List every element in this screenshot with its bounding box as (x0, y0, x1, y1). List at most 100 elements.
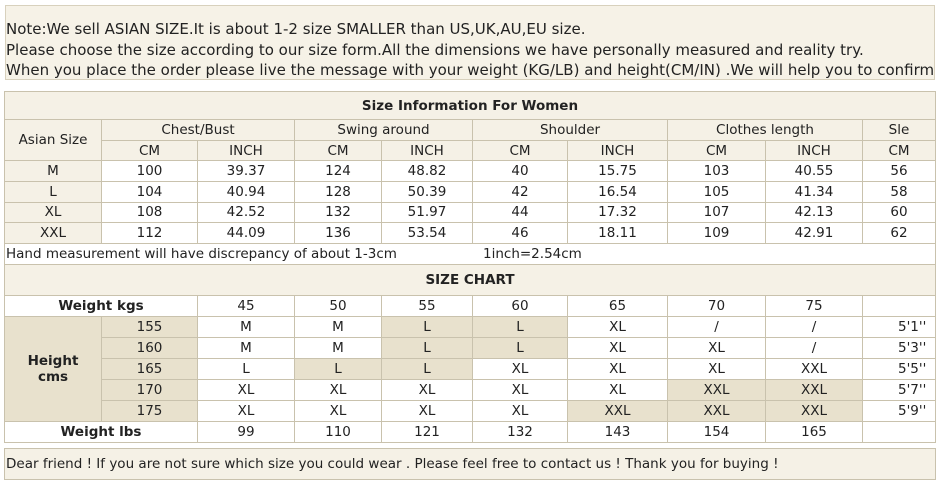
cell: 46 (472, 222, 568, 244)
cell: 39.37 (197, 160, 295, 182)
cell: 60 (862, 201, 936, 224)
size-cell: XL (381, 379, 473, 401)
cell: 42.13 (765, 201, 863, 224)
size-cell: XL (567, 316, 668, 338)
footer: Dear friend ! If you are not sure which … (4, 448, 936, 480)
size-cell: L (197, 358, 295, 380)
cell: 103 (667, 160, 766, 182)
size-cell: M (294, 337, 382, 359)
cell: 53.54 (381, 222, 473, 244)
size-cell: XL (472, 379, 568, 401)
cell (862, 421, 936, 443)
cell: 100 (101, 160, 198, 182)
weight-cell: 60 (472, 295, 568, 317)
unit-cell: CM (101, 140, 198, 161)
size-cell: L (472, 316, 568, 338)
weight-cell: 132 (472, 421, 568, 443)
feet-cell: 5'1'' (862, 316, 936, 338)
weight-cell: 110 (294, 421, 382, 443)
cell: 105 (667, 180, 766, 203)
cell: 56 (862, 160, 936, 182)
weight-cell: 70 (667, 295, 766, 317)
size-cell: M (197, 316, 295, 338)
size-cell: XL (472, 358, 568, 380)
note-cell: Hand measurement will have discrepancy o… (4, 243, 936, 265)
unit-cell: INCH (381, 140, 473, 161)
cell: 16.54 (567, 180, 668, 203)
cell: 42.91 (765, 222, 863, 244)
weight-cell: 65 (567, 295, 668, 317)
label-line: Height (27, 353, 79, 369)
cell: 112 (101, 222, 198, 244)
header-cell: Clothes length (667, 119, 863, 141)
size-cell: L (381, 358, 473, 380)
cell: 58 (862, 180, 936, 203)
size-cell: XL (294, 379, 382, 401)
size-cell: / (765, 316, 863, 338)
unit-cell: CM (667, 140, 766, 161)
cell: 41.34 (765, 180, 863, 203)
cell (862, 295, 936, 317)
weight-cell: 75 (765, 295, 863, 317)
size-cell: XL (567, 358, 668, 380)
cell: 42.52 (197, 201, 295, 224)
row-label: Height cms (4, 316, 102, 422)
size-cell: XXL (667, 379, 766, 401)
unit-cell: INCH (197, 140, 295, 161)
weight-cell: 143 (567, 421, 668, 443)
feet-cell: 5'7'' (862, 379, 936, 401)
unit-cell: INCH (567, 140, 668, 161)
weight-cell: 45 (197, 295, 295, 317)
cell: XXL (4, 222, 102, 244)
header-cell: Shoulder (472, 119, 668, 141)
size-cell: XXL (765, 358, 863, 380)
size-cell: M (197, 337, 295, 359)
size-cell: XL (381, 400, 473, 422)
feet-cell: 5'9'' (862, 400, 936, 422)
weight-cell: 121 (381, 421, 473, 443)
unit-cell: CM (294, 140, 382, 161)
header-cell: Swing around (294, 119, 473, 141)
cell: 51.97 (381, 201, 473, 224)
label-line: cms (37, 369, 69, 385)
size-cell: / (667, 316, 766, 338)
row-label: Weight kgs (4, 295, 198, 317)
size-cell: XL (667, 337, 766, 359)
cell: XL (4, 201, 102, 224)
cell: 132 (294, 201, 382, 224)
header-cell: Chest/Bust (101, 119, 295, 141)
cell: 42 (472, 180, 568, 203)
cell: 40.55 (765, 160, 863, 182)
unit-cell: CM (472, 140, 568, 161)
feet-cell: 5'5'' (862, 358, 936, 380)
cell: 48.82 (381, 160, 473, 182)
cell: 104 (101, 180, 198, 203)
size-cell: XL (567, 379, 668, 401)
cell: 107 (667, 201, 766, 224)
size-cell: / (765, 337, 863, 359)
cell: 109 (667, 222, 766, 244)
feet-cell: 5'3'' (862, 337, 936, 359)
cell: 136 (294, 222, 382, 244)
height-cell: 155 (101, 316, 198, 338)
cell: 44.09 (197, 222, 295, 244)
size-cell: XXL (667, 400, 766, 422)
cell: 128 (294, 180, 382, 203)
row-label: Weight lbs (4, 421, 198, 443)
height-cell: 170 (101, 379, 198, 401)
weight-cell: 99 (197, 421, 295, 443)
cell: L (4, 180, 102, 203)
note-box: Note:We sell ASIAN SIZE.It is about 1-2 … (5, 5, 935, 80)
cell: 17.32 (567, 201, 668, 224)
cell: 40 (472, 160, 568, 182)
header-cell: Sle (862, 119, 936, 141)
size-cell: L (294, 358, 382, 380)
weight-cell: 50 (294, 295, 382, 317)
cell: 62 (862, 222, 936, 244)
header-cell: Asian Size (4, 119, 102, 161)
height-cell: 160 (101, 337, 198, 359)
weight-cell: 165 (765, 421, 863, 443)
cell: 108 (101, 201, 198, 224)
size-cell: XXL (765, 379, 863, 401)
